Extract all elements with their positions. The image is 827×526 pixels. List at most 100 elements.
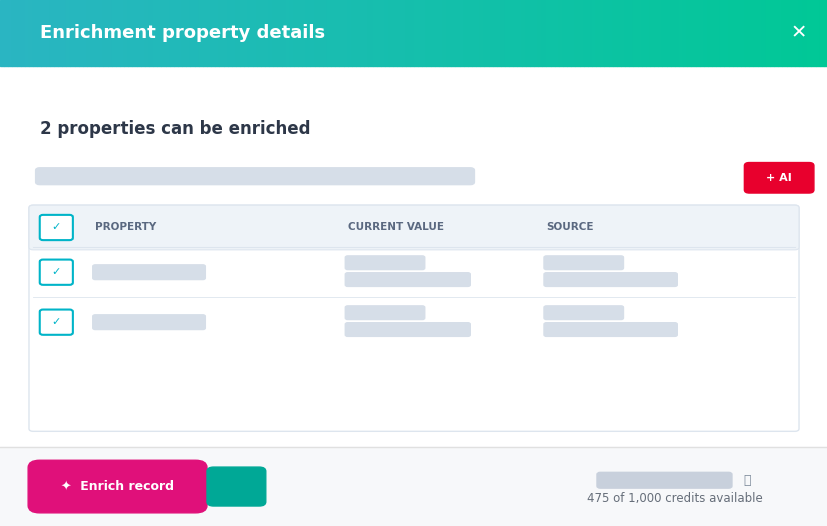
Bar	[83, 0, 87, 66]
Bar	[149, 0, 153, 66]
Bar	[550, 0, 554, 66]
Bar	[715, 0, 719, 66]
Text: ✦  Enrich record: ✦ Enrich record	[61, 480, 174, 493]
Bar	[455, 0, 459, 66]
Bar	[116, 0, 120, 66]
Bar	[786, 0, 790, 66]
Bar	[699, 0, 703, 66]
Bar	[376, 0, 380, 66]
Bar	[8, 0, 12, 66]
Bar	[198, 0, 203, 66]
Bar	[66, 0, 70, 66]
FancyBboxPatch shape	[345, 272, 470, 286]
Bar	[463, 0, 467, 66]
Bar	[629, 0, 633, 66]
Bar	[426, 0, 430, 66]
Bar	[815, 0, 819, 66]
Bar	[674, 0, 678, 66]
Bar	[409, 0, 414, 66]
Bar	[232, 0, 236, 66]
Bar	[174, 0, 178, 66]
Bar	[430, 0, 434, 66]
Bar	[810, 0, 815, 66]
Bar	[351, 0, 356, 66]
Bar	[558, 0, 562, 66]
Bar	[112, 0, 116, 66]
Bar	[806, 0, 810, 66]
Bar	[500, 0, 504, 66]
Bar	[343, 0, 347, 66]
Bar	[790, 0, 794, 66]
Bar	[397, 0, 401, 66]
FancyBboxPatch shape	[29, 205, 798, 250]
Bar	[728, 0, 732, 66]
Bar	[153, 0, 157, 66]
Bar	[579, 0, 583, 66]
Bar	[360, 0, 364, 66]
Bar	[190, 0, 194, 66]
Bar	[182, 0, 186, 66]
Bar	[95, 0, 99, 66]
Bar	[265, 0, 269, 66]
Bar	[87, 0, 91, 66]
Bar	[657, 0, 662, 66]
Bar	[616, 0, 620, 66]
Bar	[645, 0, 649, 66]
Bar	[823, 0, 827, 66]
Text: Enrichment property details: Enrichment property details	[40, 24, 324, 42]
Bar	[757, 0, 761, 66]
Bar	[211, 0, 215, 66]
Bar	[686, 0, 691, 66]
Bar	[385, 0, 389, 66]
Bar	[653, 0, 657, 66]
Bar	[0, 0, 4, 66]
Bar	[256, 0, 261, 66]
Text: CURRENT VALUE: CURRENT VALUE	[347, 222, 443, 232]
Bar	[79, 0, 83, 66]
Bar	[794, 0, 798, 66]
Bar	[707, 0, 711, 66]
Bar	[277, 0, 281, 66]
Text: 475 of 1,000 credits available: 475 of 1,000 credits available	[586, 492, 762, 504]
FancyBboxPatch shape	[40, 215, 73, 240]
Bar	[761, 0, 765, 66]
Bar	[773, 0, 777, 66]
Bar	[542, 0, 546, 66]
Bar	[314, 0, 318, 66]
Bar	[765, 0, 769, 66]
Bar	[769, 0, 773, 66]
Bar	[165, 0, 170, 66]
Bar	[438, 0, 442, 66]
Bar	[327, 0, 331, 66]
Bar	[318, 0, 323, 66]
Bar	[157, 0, 161, 66]
Bar	[649, 0, 653, 66]
Bar	[418, 0, 422, 66]
Bar	[802, 0, 806, 66]
Bar	[252, 0, 256, 66]
Bar	[161, 0, 165, 66]
Bar	[203, 0, 207, 66]
Bar	[12, 0, 17, 66]
Bar	[554, 0, 558, 66]
Bar	[798, 0, 802, 66]
Bar	[70, 0, 74, 66]
Bar	[54, 0, 58, 66]
Bar	[91, 0, 95, 66]
Bar	[261, 0, 265, 66]
Text: ✓: ✓	[51, 267, 61, 277]
Bar	[323, 0, 327, 66]
Bar	[732, 0, 736, 66]
Bar	[33, 0, 37, 66]
Bar	[380, 0, 385, 66]
FancyBboxPatch shape	[207, 467, 265, 506]
Bar	[422, 0, 426, 66]
Bar	[227, 0, 232, 66]
Bar	[0, 447, 827, 526]
Bar	[496, 0, 500, 66]
Bar	[480, 0, 484, 66]
Bar	[108, 0, 112, 66]
Bar	[62, 0, 66, 66]
Bar	[302, 0, 306, 66]
Bar	[509, 0, 513, 66]
